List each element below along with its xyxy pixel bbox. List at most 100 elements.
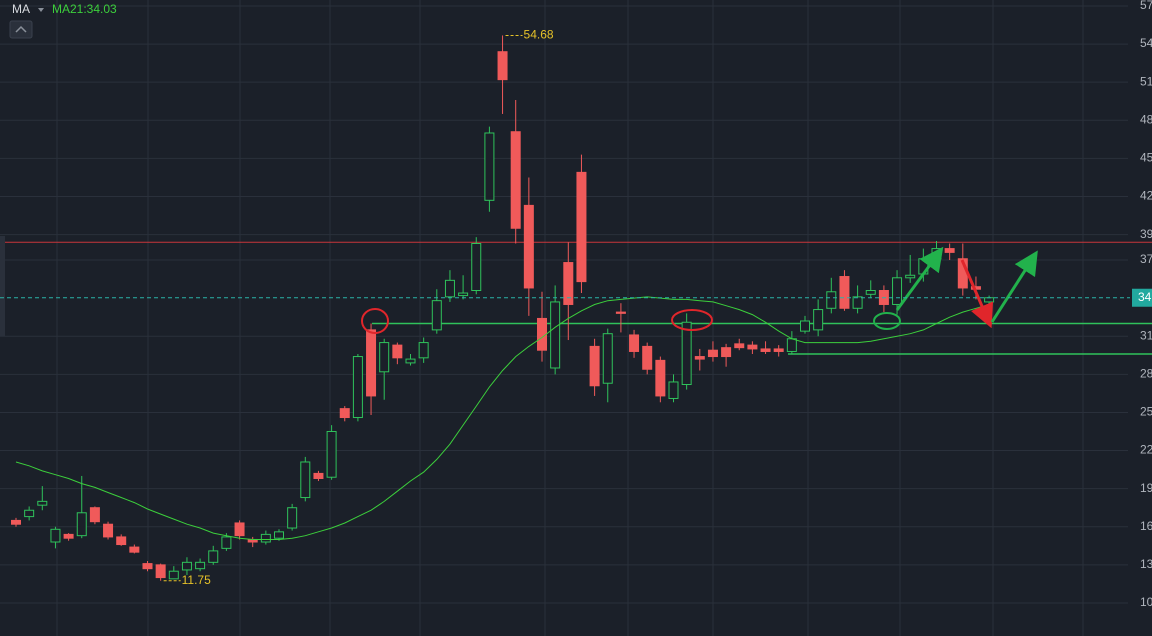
candle-body [103,523,114,538]
y-tick-label: 57 [1140,0,1152,12]
candle-body [576,171,587,283]
candle-body [208,550,219,563]
candle-body [589,345,600,387]
ma-line [15,296,990,540]
candle-body [852,296,863,309]
arrow [960,259,994,329]
ma-legend: MA21:34.03 [52,2,117,16]
annotation-label: 54.68 [524,28,554,42]
candle-body [352,356,363,419]
candle-body [11,519,21,525]
candle-body [550,301,561,369]
y-tick-label: 54 [1140,36,1152,50]
candle-body [681,321,692,385]
candle-body [366,329,377,397]
candle-body [444,279,455,298]
candle-body [392,344,403,359]
indicator-label: MA [12,2,30,16]
candle-body [76,512,87,537]
candle-body [405,358,416,364]
candle-body [747,344,758,350]
candle-body [418,342,429,359]
candle-body [274,531,284,539]
candle-body [892,277,903,305]
y-tick-label: 16 [1140,519,1152,533]
candle-body [497,51,508,81]
side-handle[interactable] [0,236,5,336]
last-price-label: 34.03 [1138,290,1152,304]
y-tick-label: 10 [1140,595,1152,609]
candle-body [37,500,48,506]
candle-body [707,349,718,358]
candle-body [484,132,495,201]
circle-marker [361,308,389,334]
y-tick-label: 13 [1140,557,1152,571]
candle-body [471,243,482,291]
candle-body [287,507,298,529]
candle-body [339,408,350,419]
candle-body [773,348,784,352]
candle-body [523,204,534,289]
candle-body [24,509,35,518]
candle-body [642,345,653,370]
candle-body [629,334,640,352]
arrow [990,250,1038,323]
candle-body [813,309,824,331]
candle-body [50,528,61,543]
y-tick-label: 45 [1140,151,1152,165]
candle-body [300,461,311,499]
candle-body [694,356,705,360]
candle-body [168,570,179,580]
candle-body [800,320,810,332]
candle-body [721,347,732,358]
candle-body [116,536,127,546]
circle-marker [671,309,713,331]
candle-body [944,248,955,253]
collapse-button[interactable] [9,20,33,39]
y-tick-label: 48 [1140,112,1152,126]
candle-body [234,522,245,537]
y-tick-label: 37 [1140,252,1152,266]
candle-body [537,317,547,351]
candle-body [313,472,324,479]
annotation-label: 11.75 [182,573,211,587]
candle-body [181,561,192,571]
collapse-icon [15,25,27,33]
candle-body [734,343,745,349]
y-tick-label: 51 [1140,74,1152,88]
candle-body [431,300,442,331]
last-price-tag [1132,288,1152,307]
candle-body [563,262,574,305]
y-tick-label: 25 [1140,405,1152,419]
candle-body [195,561,206,570]
y-tick-label: 31 [1140,328,1152,342]
candle-body [602,333,613,384]
candle-body [260,533,271,543]
arrow [895,246,944,311]
candle-body [221,536,232,549]
circle-marker [873,312,901,330]
candle-body [129,546,140,553]
candle-body [786,338,797,352]
candle-body [668,381,679,399]
candle-body [142,563,153,570]
candle-body [155,564,166,579]
drawings [361,246,1038,334]
candle-body [905,274,916,279]
candle-body [63,533,74,539]
candle-body [379,342,390,373]
candle-body [89,507,100,523]
y-tick-label: 22 [1140,443,1152,457]
candle-body [826,291,837,309]
y-tick-label: 39 [1140,227,1152,241]
candle-body [615,311,626,314]
candle-body [326,430,337,478]
y-tick-label: 28 [1140,367,1152,381]
candle-body [458,292,469,297]
candle-body [865,289,876,295]
candle-body [839,276,850,309]
candle-body [984,297,995,303]
dropdown-icon[interactable] [38,8,44,12]
